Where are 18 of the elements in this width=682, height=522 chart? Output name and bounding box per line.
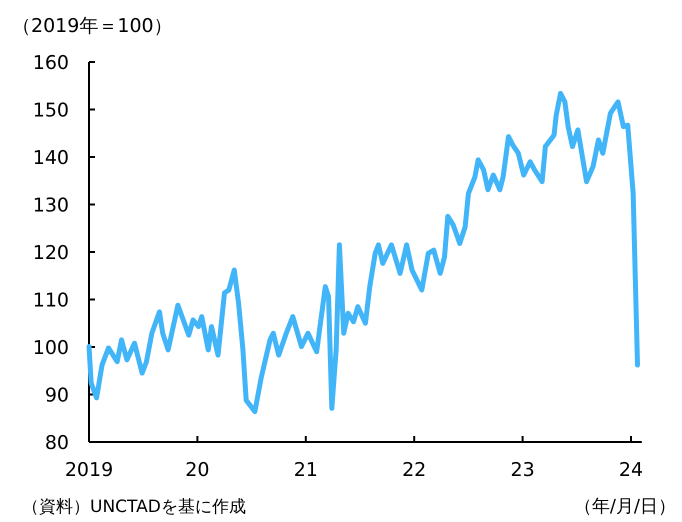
- x-tick-label: 23: [510, 459, 535, 481]
- x-tick-label: 21: [294, 459, 318, 481]
- x-tick-label: 20: [185, 459, 210, 481]
- y-axis-title: （2019年＝100）: [12, 15, 173, 37]
- y-tick-label: 100: [32, 337, 69, 359]
- x-tick-label: 2019: [64, 459, 114, 481]
- y-tick-label: 130: [32, 194, 69, 216]
- x-axis-title: （年/月/日）: [574, 496, 676, 517]
- y-tick-label: 160: [32, 52, 69, 74]
- y-tick-label: 90: [44, 384, 69, 406]
- y-tick-label: 110: [32, 290, 69, 312]
- x-tick-label: 24: [618, 459, 644, 481]
- y-tick-label: 150: [32, 100, 69, 122]
- y-tick-label: 120: [32, 242, 69, 264]
- y-tick-label: 80: [44, 432, 69, 454]
- y-tick-label: 140: [32, 147, 69, 169]
- x-tick-label: 22: [402, 459, 426, 481]
- text: （資料）UNCTADを基に作成: [22, 497, 246, 517]
